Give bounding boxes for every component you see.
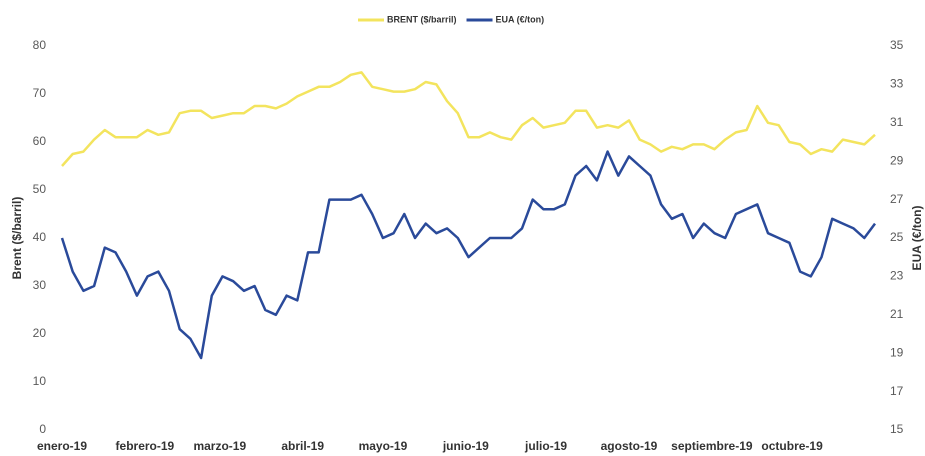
x-tick-label: agosto-19 [601, 439, 658, 453]
y2-tick-label: 31 [890, 115, 904, 129]
y2-tick-label: 15 [890, 422, 904, 436]
x-tick-label: julio-19 [524, 439, 567, 453]
y-tick-label: 40 [33, 230, 47, 244]
x-tick-label: abril-19 [281, 439, 324, 453]
x-tick-label: septiembre-19 [671, 439, 753, 453]
y-tick-label: 0 [39, 422, 46, 436]
y-tick-label: 30 [33, 278, 47, 292]
series-line [61, 71, 876, 167]
y2-tick-label: 35 [890, 38, 904, 52]
y-tick-label: 20 [33, 326, 47, 340]
y2-tick-label: 17 [890, 384, 904, 398]
y-tick-label: 60 [33, 134, 47, 148]
series-line [60, 150, 877, 360]
y-tick-label: 50 [33, 182, 47, 196]
y2-tick-label: 21 [890, 307, 904, 321]
x-tick-label: junio-19 [442, 439, 489, 453]
y2-tick-label: 23 [890, 269, 904, 283]
x-tick-label: mayo-19 [359, 439, 408, 453]
y-tick-label: 70 [33, 86, 47, 100]
y2-tick-label: 25 [890, 230, 904, 244]
y2-axis-label: EUA (€/ton) [910, 206, 924, 271]
x-tick-label: marzo-19 [193, 439, 246, 453]
y2-tick-label: 19 [890, 345, 904, 359]
y2-tick-label: 29 [890, 153, 904, 167]
y-tick-label: 80 [33, 38, 47, 52]
y-axis-label: Brent ($/barril) [10, 197, 24, 280]
y-tick-label: 10 [33, 374, 47, 388]
x-tick-label: febrero-19 [116, 439, 175, 453]
legend-label: BRENT ($/barril) [387, 14, 457, 24]
legend-label: EUA (€/ton) [496, 14, 545, 24]
y2-tick-label: 33 [890, 77, 904, 91]
x-tick-label: enero-19 [37, 439, 87, 453]
x-tick-label: octubre-19 [761, 439, 823, 453]
y2-tick-label: 27 [890, 192, 904, 206]
